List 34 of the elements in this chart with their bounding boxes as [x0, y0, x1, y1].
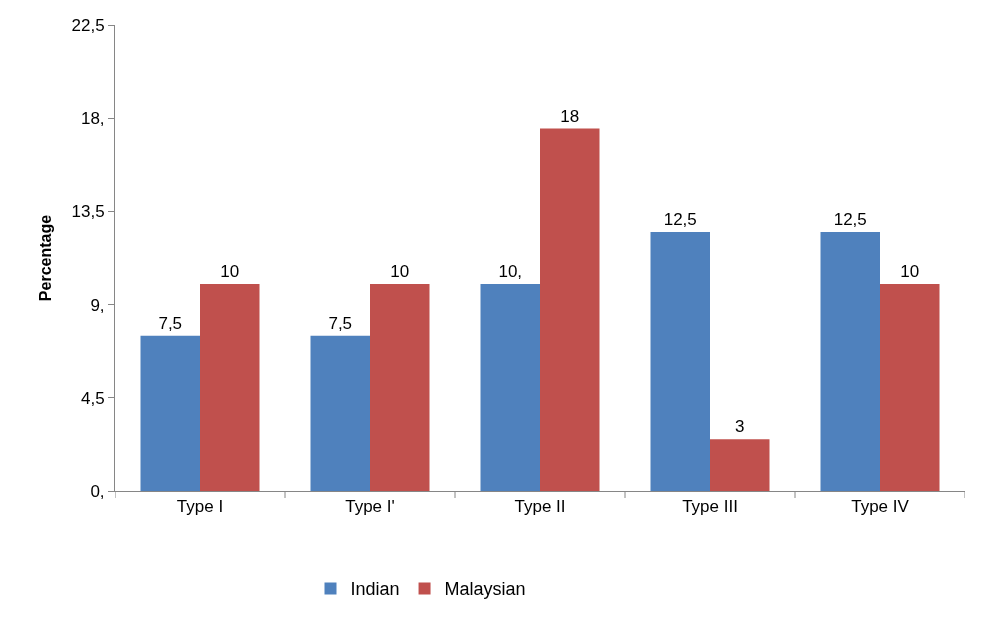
data-label: 10 [220, 261, 240, 281]
x-tick-label: Type I' [345, 497, 395, 517]
data-label: 12,5 [663, 210, 697, 230]
data-label: 12,5 [833, 210, 867, 230]
bar [880, 283, 940, 491]
bar [370, 283, 430, 491]
bar [200, 283, 260, 491]
legend-label: Indian [350, 579, 400, 600]
x-tick-label: Type III [682, 497, 738, 517]
bar [650, 232, 710, 491]
y-tick-label: 18, [80, 109, 105, 129]
data-label: 3 [735, 417, 745, 437]
data-label: 10 [390, 261, 410, 281]
data-label: 10, [498, 261, 523, 281]
bar [310, 335, 370, 491]
data-label: 18 [560, 106, 580, 126]
bar [710, 439, 770, 491]
y-tick-label: 9, [90, 295, 105, 315]
bar [140, 335, 200, 491]
legend-label: Malaysian [444, 579, 526, 600]
bar [820, 232, 880, 491]
data-label: 7,5 [328, 313, 353, 333]
data-label: 7,5 [158, 313, 183, 333]
y-tick-label: 4,5 [80, 388, 105, 408]
y-tick-label: 13,5 [71, 202, 105, 222]
x-tick-label: Type I [176, 497, 224, 517]
bar [480, 283, 540, 491]
data-label: 10 [900, 261, 920, 281]
x-tick-label: Type IV [851, 497, 910, 517]
y-tick-label: 22,5 [71, 15, 105, 35]
y-tick-label: 0, [90, 481, 105, 501]
x-tick-label: Type II [514, 497, 566, 517]
bar [540, 128, 600, 491]
y-axis-title: Percentage [37, 214, 55, 302]
